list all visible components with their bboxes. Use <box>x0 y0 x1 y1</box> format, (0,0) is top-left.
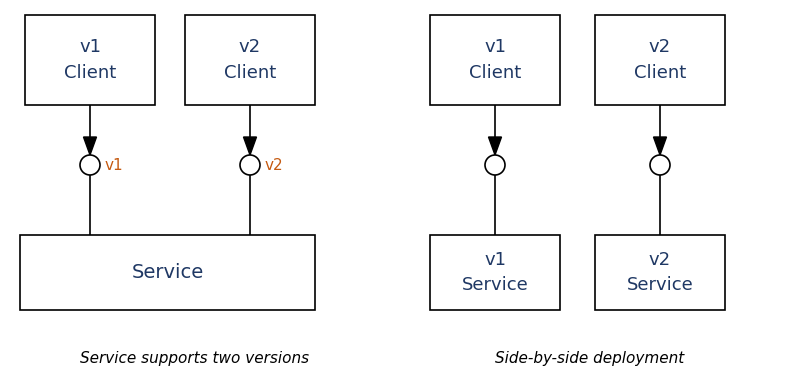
Text: v1
Service: v1 Service <box>462 251 528 294</box>
Text: v2
Service: v2 Service <box>626 251 693 294</box>
Text: v1
Client: v1 Client <box>64 38 116 82</box>
Polygon shape <box>243 137 257 155</box>
Text: Service: Service <box>131 263 203 282</box>
Text: v2: v2 <box>265 157 283 173</box>
Text: v2
Client: v2 Client <box>633 38 686 82</box>
Bar <box>595 15 725 105</box>
Text: v2
Client: v2 Client <box>224 38 276 82</box>
Bar <box>430 235 560 310</box>
Bar <box>185 15 315 105</box>
Bar <box>595 235 725 310</box>
Bar <box>20 235 315 310</box>
Bar <box>25 15 155 105</box>
Circle shape <box>80 155 100 175</box>
Circle shape <box>485 155 505 175</box>
Polygon shape <box>83 137 97 155</box>
Polygon shape <box>653 137 666 155</box>
Text: v1: v1 <box>105 157 123 173</box>
Circle shape <box>650 155 670 175</box>
Circle shape <box>240 155 260 175</box>
Text: v1
Client: v1 Client <box>469 38 521 82</box>
Text: Service supports two versions: Service supports two versions <box>80 351 309 365</box>
Bar <box>430 15 560 105</box>
Polygon shape <box>488 137 502 155</box>
Text: Side-by-side deployment: Side-by-side deployment <box>495 351 685 365</box>
